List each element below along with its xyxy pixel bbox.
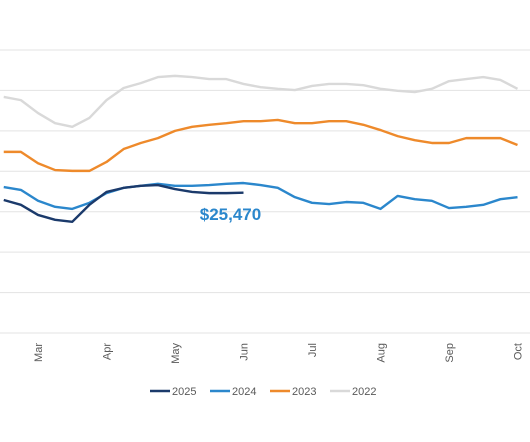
series-line <box>3 181 518 211</box>
series-line <box>3 118 518 173</box>
series-line <box>3 74 519 129</box>
x-tick-label: Aug <box>376 343 388 363</box>
x-tick-label: Jul <box>307 343 319 357</box>
x-tick-label: Jun <box>239 343 251 361</box>
x-tick-label: Apr <box>102 343 114 360</box>
data-label: $25,470 <box>200 205 261 224</box>
legend-label: 2024 <box>232 386 256 398</box>
legend-label: 2023 <box>292 386 316 398</box>
x-tick-label: Mar <box>33 343 45 362</box>
legend-label: 2022 <box>352 386 376 398</box>
legend-label: 2025 <box>172 386 196 398</box>
series-line <box>3 183 244 224</box>
x-tick-label: Sep <box>444 343 456 363</box>
x-tick-label: May <box>170 343 182 364</box>
x-tick-label: Oct <box>513 343 525 360</box>
